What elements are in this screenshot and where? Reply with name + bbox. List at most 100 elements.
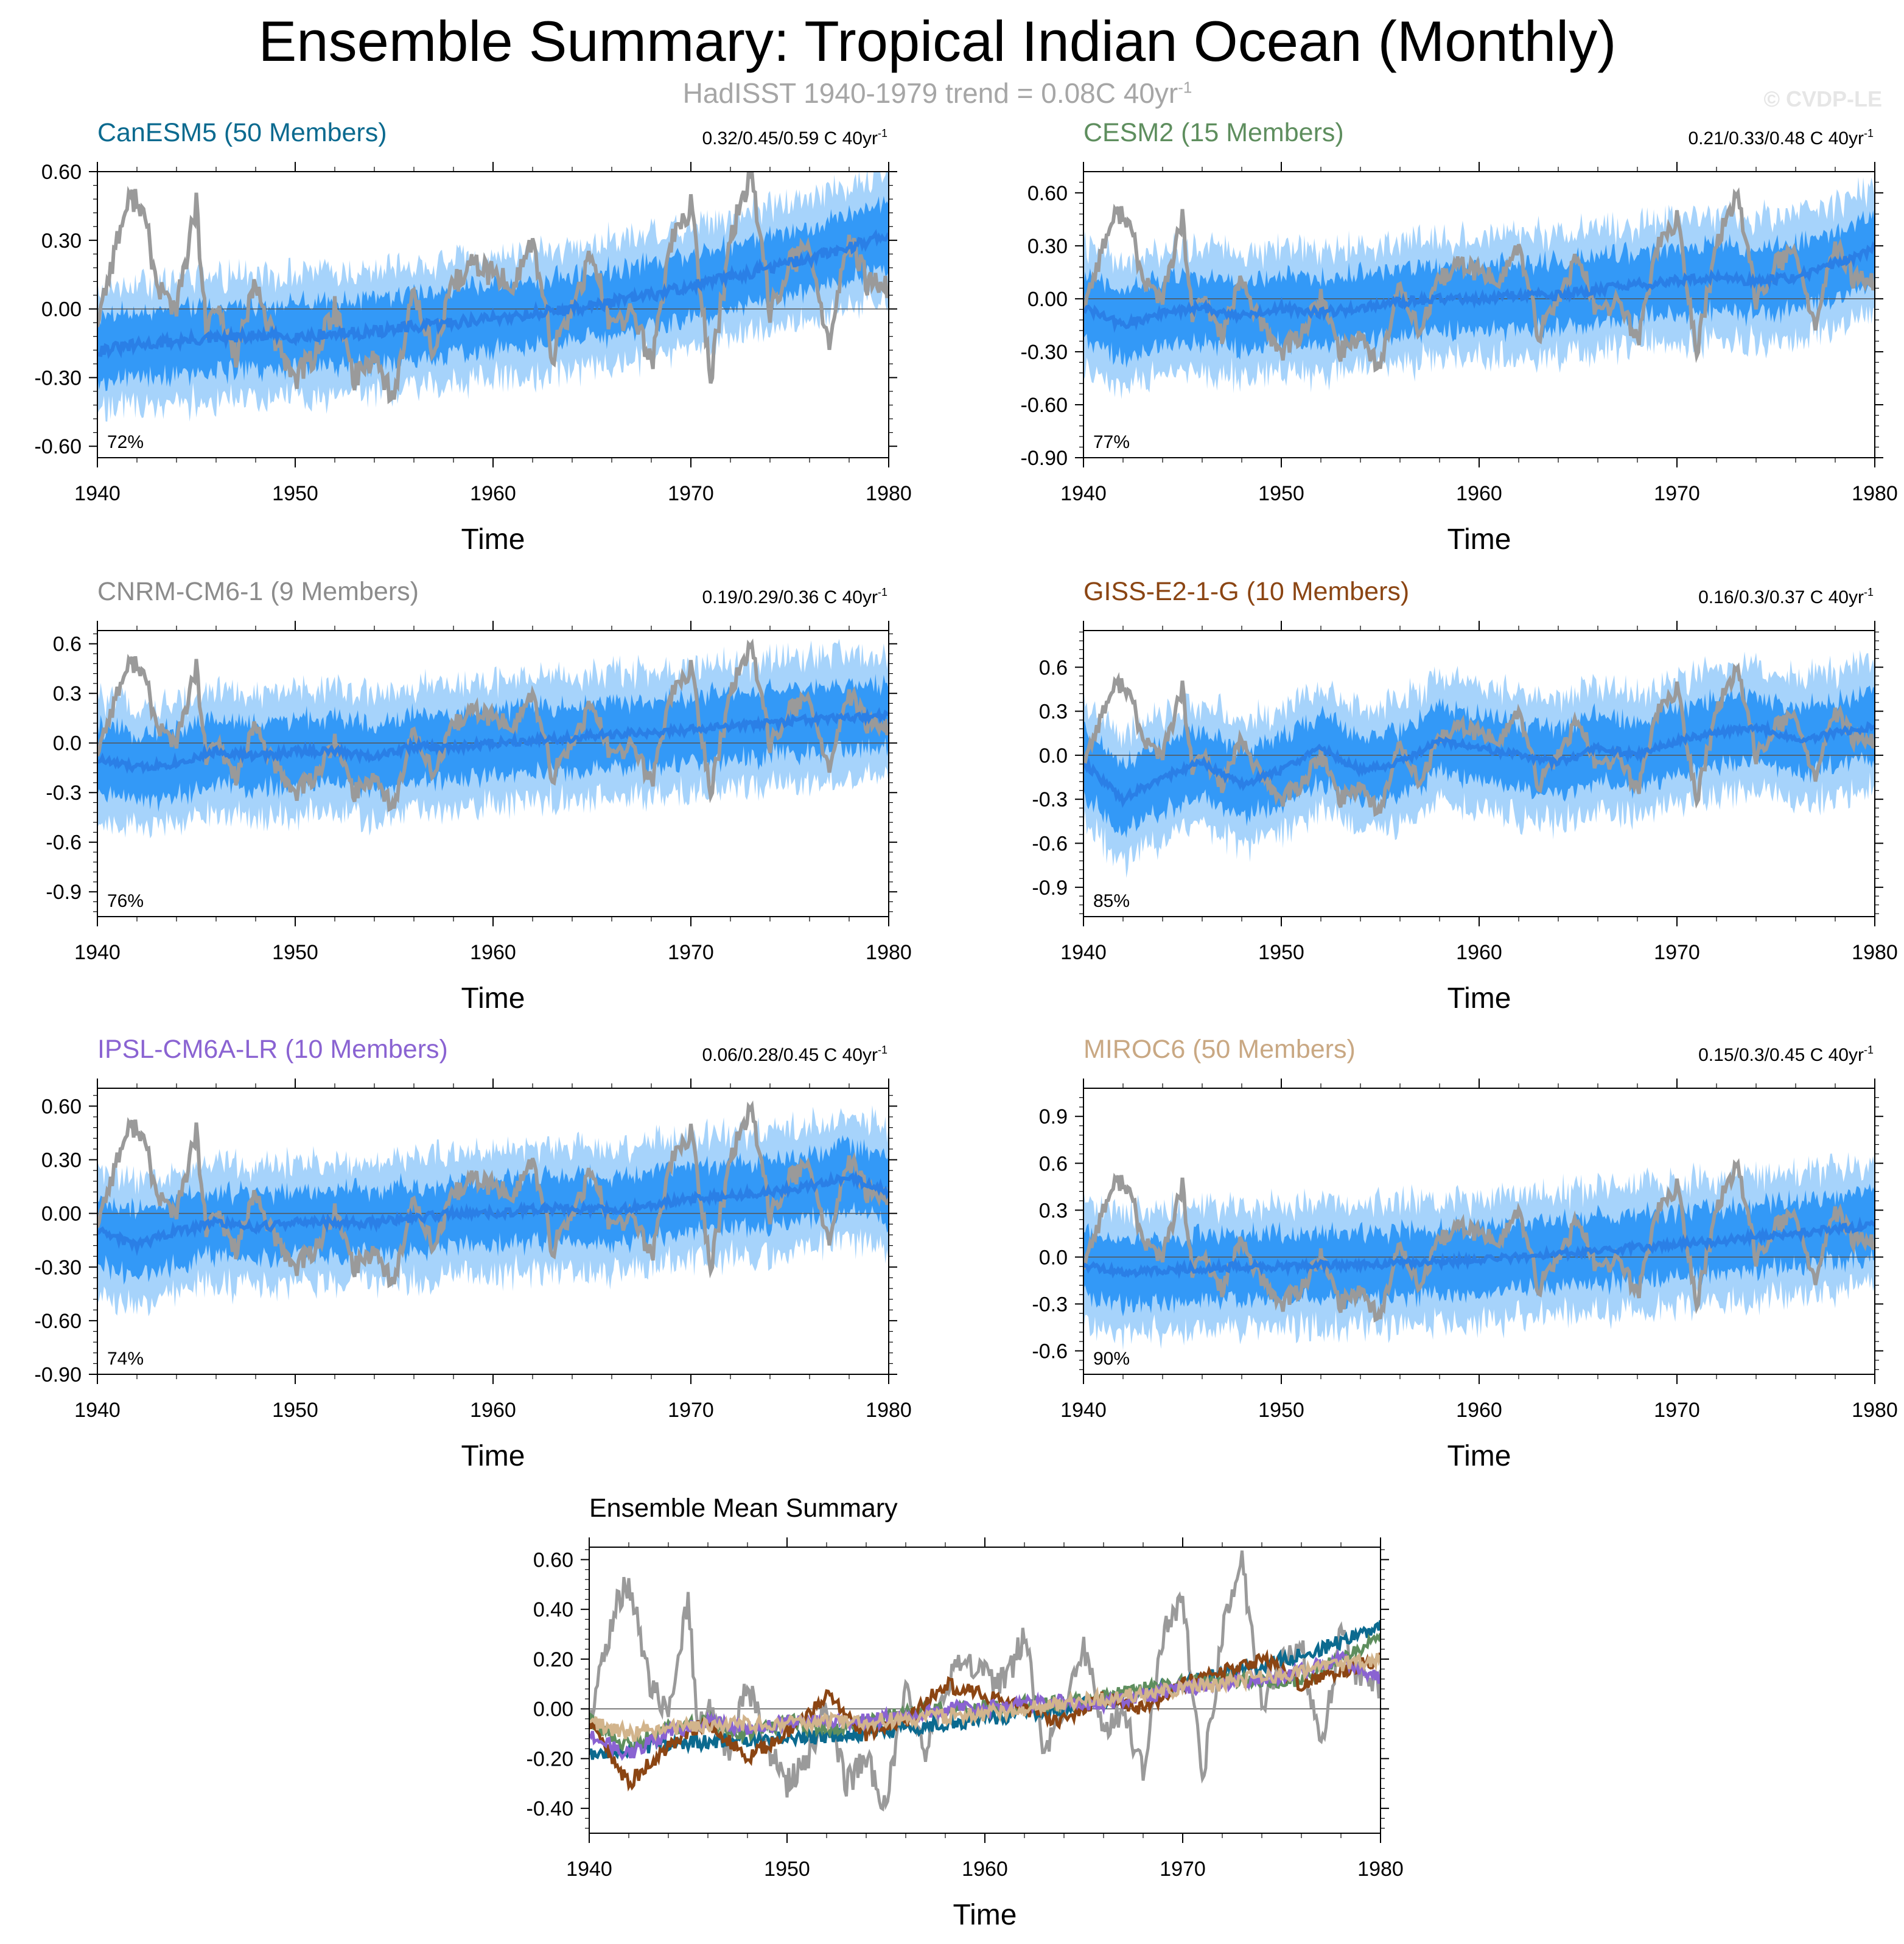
x-tick-label: 1950 (272, 941, 318, 964)
x-tick-label: 1970 (668, 482, 714, 505)
plot-area (589, 1550, 1381, 1812)
trend-label: 0.21/0.33/0.48 C 40yr-1 (1688, 127, 1874, 149)
panel-title: CNRM-CM6-1 (9 Members) (97, 577, 419, 606)
panel-title: IPSL-CM6A-LR (10 Members) (97, 1035, 448, 1064)
model-mean-line-3 (589, 1649, 1381, 1792)
percent-label: 77% (1093, 432, 1130, 452)
y-tick-label: 0.0 (1039, 1246, 1068, 1269)
plot-area (1083, 650, 1875, 878)
x-tick-label: 1950 (764, 1858, 810, 1881)
y-tick-label: -0.30 (1021, 341, 1068, 364)
y-tick-label: 0.30 (1027, 235, 1068, 258)
y-tick-label: 0.60 (533, 1548, 573, 1572)
y-tick-label: 0.60 (41, 1095, 82, 1118)
trend-label: 0.16/0.3/0.37 C 40yr-1 (1698, 586, 1874, 607)
y-tick-label: -0.30 (35, 366, 82, 390)
x-tick-label: 1950 (272, 482, 318, 505)
y-tick-label: 0.00 (1027, 288, 1068, 311)
x-tick-label: 1970 (1654, 941, 1700, 964)
trend-label: 0.15/0.3/0.45 C 40yr-1 (1698, 1044, 1874, 1065)
trend-label: 0.19/0.29/0.36 C 40yr-1 (702, 586, 887, 607)
x-tick-label: 1950 (272, 1399, 318, 1422)
x-axis-title: Time (1447, 1440, 1511, 1472)
ensemble-mean-line (97, 229, 889, 360)
x-tick-label: 1970 (1160, 1858, 1206, 1881)
y-tick-label: -0.90 (35, 1363, 82, 1386)
watermark: © CVDP-LE (1763, 86, 1882, 111)
observed-line (97, 1100, 889, 1288)
x-tick-label: 1940 (74, 482, 121, 505)
x-tick-label: 1960 (1456, 482, 1502, 505)
trend-label: 0.06/0.28/0.45 C 40yr-1 (702, 1044, 887, 1065)
y-tick-label: 0.3 (1039, 701, 1068, 724)
panel-title: CESM2 (15 Members) (1083, 118, 1344, 147)
y-tick-label: 0.9 (1039, 1105, 1068, 1128)
y-tick-label: -0.3 (46, 781, 82, 805)
y-tick-label: 0.00 (41, 1203, 82, 1226)
x-tick-label: 1950 (1258, 482, 1304, 505)
observed-line (1083, 187, 1875, 373)
y-tick-label: 0.60 (41, 161, 82, 184)
y-tick-label: -0.6 (1032, 1340, 1068, 1363)
x-tick-label: 1960 (962, 1858, 1008, 1881)
plot-area (1083, 177, 1875, 399)
x-tick-label: 1960 (1456, 941, 1502, 964)
y-tick-label: -0.60 (35, 435, 82, 458)
y-tick-label: -0.60 (35, 1310, 82, 1333)
x-axis-title: Time (953, 1899, 1017, 1931)
x-tick-label: 1940 (1060, 482, 1107, 505)
plot-area (97, 638, 889, 839)
plot-area (97, 172, 889, 422)
ensemble-mean-line (1083, 1216, 1875, 1279)
x-tick-label: 1940 (1060, 941, 1107, 964)
ensemble-mean-line (1083, 719, 1875, 808)
percent-label: 76% (107, 891, 144, 911)
y-tick-label: 0.6 (1039, 1152, 1068, 1175)
chart-panel-2: CESM2 (15 Members) 0.21/0.33/0.48 C 40yr-… (1021, 118, 1898, 556)
percent-label: 72% (107, 432, 144, 452)
percent-label: 85% (1093, 891, 1130, 911)
y-tick-label: -0.6 (1032, 832, 1068, 855)
observed-line (1083, 1158, 1875, 1323)
x-tick-label: 1950 (1258, 941, 1304, 964)
y-tick-label: -0.6 (46, 831, 82, 855)
y-tick-label: -0.20 (527, 1747, 574, 1771)
percent-label: 90% (1093, 1349, 1130, 1369)
x-axis-title: Time (461, 982, 525, 1015)
x-tick-label: 1980 (1852, 941, 1898, 964)
y-tick-label: -0.60 (1021, 394, 1068, 417)
x-tick-label: 1960 (470, 482, 516, 505)
x-tick-label: 1940 (74, 941, 121, 964)
x-tick-label: 1970 (1654, 1399, 1700, 1422)
x-tick-label: 1980 (1357, 1858, 1404, 1881)
subtitle-exponent: -1 (1178, 78, 1192, 97)
x-tick-label: 1940 (74, 1399, 121, 1422)
chart-panel-1: CanESM5 (50 Members) 0.32/0.45/0.59 C 40y… (35, 118, 912, 556)
y-tick-label: -0.9 (1032, 876, 1068, 900)
y-tick-label: 0.00 (41, 298, 82, 321)
y-tick-label: -0.3 (1032, 788, 1068, 811)
y-tick-label: 0.30 (41, 229, 82, 253)
x-tick-label: 1970 (668, 1399, 714, 1422)
chart-panel-5: IPSL-CM6A-LR (10 Members) 0.06/0.28/0.45 … (35, 1035, 912, 1472)
panel-title: Ensemble Mean Summary (589, 1494, 898, 1523)
x-tick-label: 1980 (1852, 482, 1898, 505)
ensemble-mean-line (97, 1170, 889, 1256)
x-tick-label: 1940 (1060, 1399, 1107, 1422)
observed-line (97, 638, 889, 813)
y-tick-label: 0.60 (1027, 182, 1068, 205)
y-tick-label: -0.90 (1021, 447, 1068, 470)
plot-area (1083, 1152, 1875, 1351)
panel-title: MIROC6 (50 Members) (1083, 1035, 1356, 1064)
x-tick-label: 1980 (866, 941, 912, 964)
x-axis-title: Time (1447, 523, 1511, 556)
x-tick-label: 1970 (1654, 482, 1700, 505)
x-tick-label: 1980 (1852, 1399, 1898, 1422)
ensemble-mean-line (1083, 241, 1875, 333)
trend-label: 0.32/0.45/0.59 C 40yr-1 (702, 127, 887, 149)
percent-label: 74% (107, 1349, 144, 1369)
x-axis-title: Time (461, 1440, 525, 1472)
chart-panel-4: GISS-E2-1-G (10 Members) 0.16/0.3/0.37 C … (1032, 577, 1897, 1015)
y-tick-label: 0.6 (1039, 656, 1068, 679)
